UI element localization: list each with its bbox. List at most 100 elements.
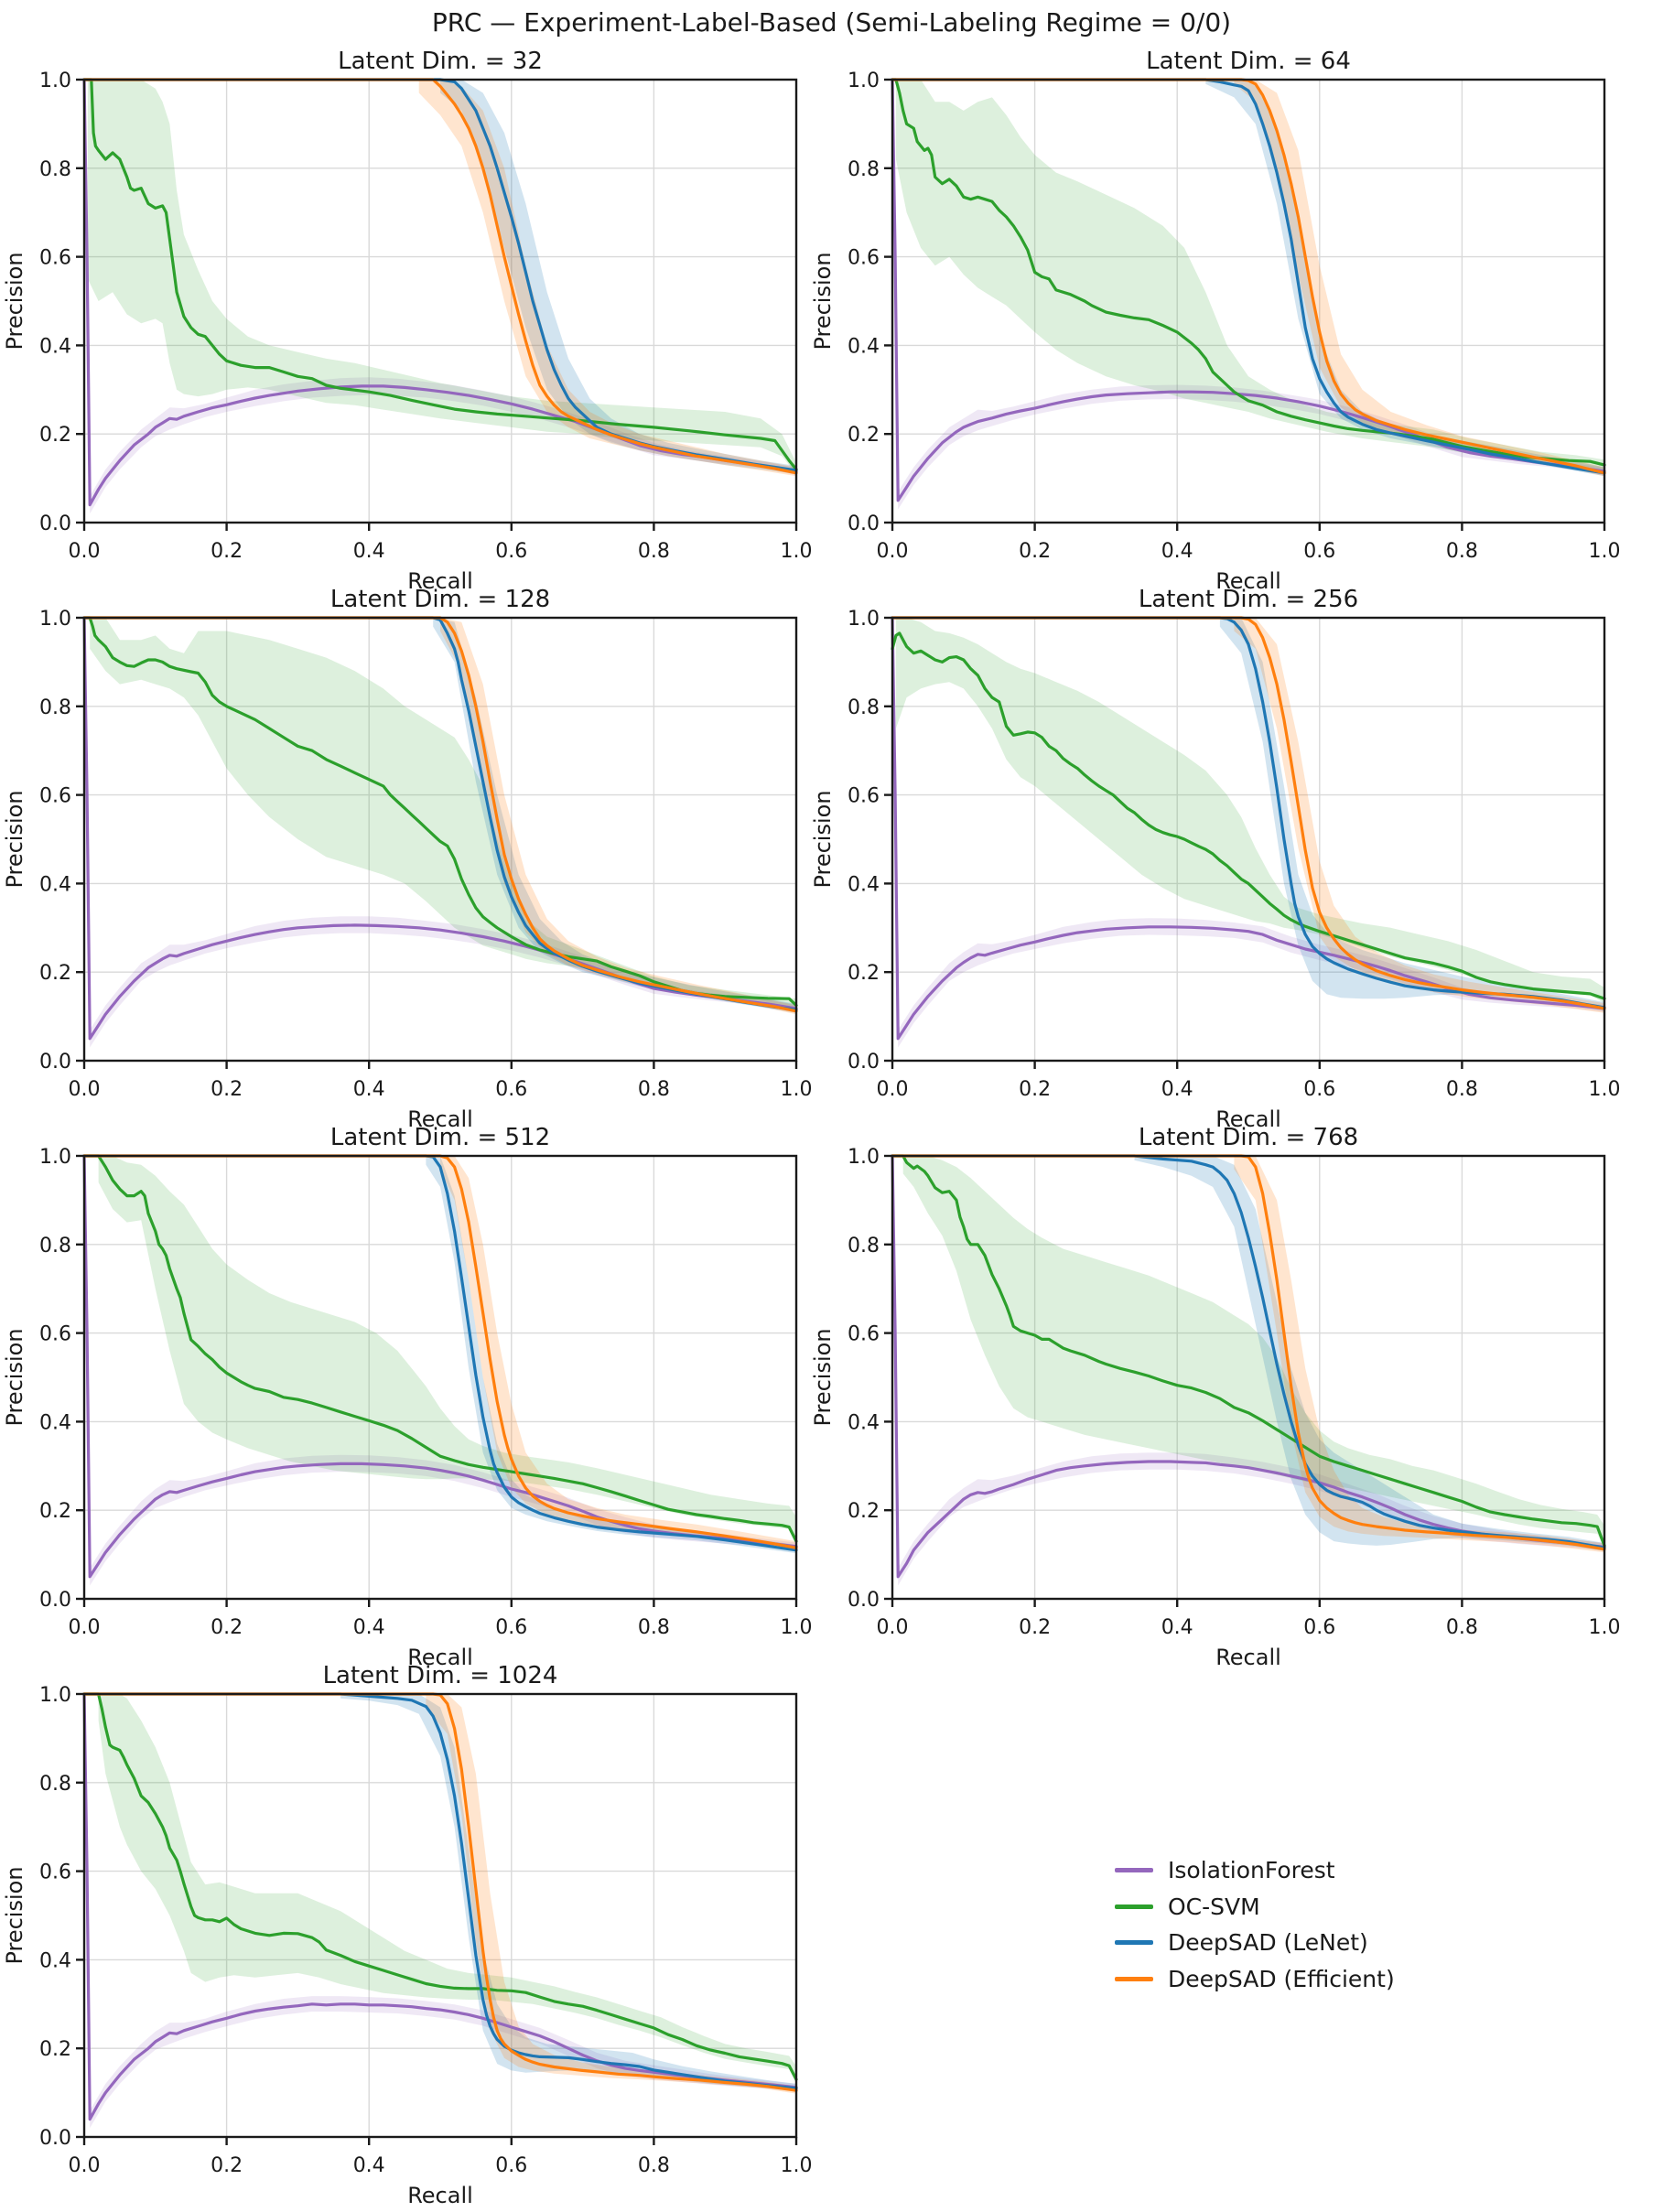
series-line <box>82 1154 798 1543</box>
y-tick-label: 0.8 <box>848 158 880 181</box>
series-line <box>891 616 1606 1041</box>
figure-title: PRC — Experiment-Label-Based (Semi-Label… <box>431 7 1232 38</box>
confidence-band <box>98 1694 797 2084</box>
x-tick-label: 0.4 <box>1161 1616 1193 1639</box>
x-tick-label: 1.0 <box>1589 540 1621 563</box>
x-tick-label: 0.8 <box>638 540 670 563</box>
y-axis-label: Precision <box>810 790 836 888</box>
legend-item: IsolationForest <box>1115 1858 1395 1883</box>
x-tick-label: 1.0 <box>1589 1078 1621 1101</box>
y-tick-label: 0.8 <box>39 1235 71 1257</box>
series-line <box>891 78 1606 475</box>
series-line <box>82 616 798 1008</box>
series-line <box>891 1154 1606 1579</box>
subplot-title: Latent Dim. = 768 <box>1139 1124 1358 1151</box>
y-tick-label: 0.6 <box>848 785 880 808</box>
confidence-band <box>440 80 796 474</box>
series-line <box>891 631 1606 1000</box>
series-line <box>82 1154 798 1549</box>
y-tick-label: 0.2 <box>39 2038 71 2061</box>
series-line <box>891 78 1606 502</box>
y-tick-label: 0.0 <box>848 1051 880 1074</box>
subplot-title: Latent Dim. = 32 <box>338 48 543 75</box>
series-line <box>82 1692 798 2121</box>
subplot-title: Latent Dim. = 1024 <box>323 1662 558 1689</box>
y-tick-label: 0.0 <box>848 1589 880 1612</box>
confidence-band <box>1234 1156 1604 1553</box>
legend-swatch-line <box>1115 1940 1153 1946</box>
series-line <box>82 1154 798 1579</box>
legend: IsolationForest OC-SVM DeepSAD (LeNet) Deep… <box>1115 1858 1395 1991</box>
y-tick-label: 0.4 <box>39 335 71 358</box>
legend-item: DeepSAD (Efficient) <box>1115 1966 1395 1992</box>
subplot-latent-dim-256: Latent Dim. = 256 0.0 0.0 0.2 0.2 0.4 0.4 0.6 0.… <box>810 586 1621 1128</box>
subplot-latent-dim-64: Latent Dim. = 64 0.0 0.0 0.2 0.2 0.4 0.4 0.6 0.6… <box>810 48 1621 590</box>
x-tick-label: 0.6 <box>1303 540 1335 563</box>
subplot-title: Latent Dim. = 512 <box>330 1124 550 1151</box>
axes-spines <box>891 1154 1606 1601</box>
x-tick-label: 0.2 <box>211 1616 243 1639</box>
axes-spines <box>82 1692 798 2139</box>
confidence-band <box>87 80 796 474</box>
series-line <box>82 616 798 1013</box>
series-line <box>891 616 1606 1010</box>
confidence-band <box>426 1694 796 2094</box>
confidence-band <box>90 1996 796 2129</box>
x-tick-label: 0.2 <box>211 1078 243 1101</box>
y-tick-label: 0.0 <box>39 2127 71 2150</box>
series-line <box>82 1154 798 1552</box>
y-tick-label: 0.2 <box>39 1500 71 1523</box>
x-tick-label: 0.4 <box>353 2154 385 2177</box>
y-tick-label: 0.0 <box>39 1051 71 1074</box>
series-line <box>82 1692 798 2090</box>
x-tick-label: 0.6 <box>495 1078 527 1101</box>
x-tick-label: 1.0 <box>781 1078 813 1101</box>
confidence-band <box>1234 80 1604 477</box>
legend-swatch-line <box>1115 1904 1153 1909</box>
subplot-latent-dim-32: Latent Dim. = 32 0.0 0.0 0.2 0.2 0.4 0.4 0.6 0.6… <box>2 48 813 590</box>
series-line <box>82 78 798 475</box>
x-axis-label: Recall <box>1215 1106 1281 1128</box>
confidence-band <box>98 1156 797 1544</box>
y-tick-label: 0.6 <box>848 247 880 270</box>
x-tick-label: 0.8 <box>1446 1078 1478 1101</box>
legend-item: OC-SVM <box>1115 1894 1395 1920</box>
legend-swatch-line <box>1115 1976 1153 1981</box>
series-line <box>82 78 798 471</box>
y-tick-label: 0.2 <box>848 424 880 447</box>
x-tick-label: 0.2 <box>1019 1616 1051 1639</box>
series-line <box>891 1154 1606 1548</box>
y-axis-label: Precision <box>2 1328 27 1426</box>
confidence-band <box>418 80 796 477</box>
x-tick-label: 0.0 <box>877 1616 909 1639</box>
confidence-band <box>340 1694 796 2092</box>
x-axis-label: Recall <box>407 568 473 590</box>
x-tick-label: 1.0 <box>781 2154 813 2177</box>
axes-spines <box>82 78 798 524</box>
x-tick-label: 0.8 <box>1446 540 1478 563</box>
confidence-band <box>895 618 1604 1004</box>
y-tick-label: 0.2 <box>848 1500 880 1523</box>
y-tick-label: 0.8 <box>848 1235 880 1257</box>
x-tick-label: 0.2 <box>211 540 243 563</box>
y-tick-label: 1.0 <box>848 70 880 92</box>
subplot-latent-dim-512: Latent Dim. = 512 0.0 0.0 0.2 0.2 0.4 0.4 0.6 0.… <box>2 1124 813 1667</box>
confidence-band <box>90 618 796 1008</box>
x-tick-label: 1.0 <box>1589 1616 1621 1639</box>
x-tick-label: 0.6 <box>495 540 527 563</box>
subplot-latent-dim-1024: Latent Dim. = 1024 0.0 0.0 0.2 0.2 0.4 0.4 0.6 0… <box>2 1662 813 2205</box>
series-line <box>891 78 1606 475</box>
y-tick-label: 0.0 <box>39 1589 71 1612</box>
x-tick-label: 0.2 <box>211 2154 243 2177</box>
y-tick-label: 0.4 <box>39 1949 71 1972</box>
legend-item: DeepSAD (LeNet) <box>1115 1930 1395 1956</box>
x-axis-label: Recall <box>407 2183 473 2205</box>
y-axis-label: Precision <box>2 1866 27 1964</box>
y-axis-label: Precision <box>810 252 836 350</box>
subplot-title: Latent Dim. = 256 <box>1139 586 1358 613</box>
series-line <box>82 1692 798 2092</box>
y-tick-label: 0.4 <box>848 335 880 358</box>
x-tick-label: 0.0 <box>69 2154 101 2177</box>
subplot-title: Latent Dim. = 64 <box>1146 48 1351 75</box>
y-tick-label: 0.6 <box>39 1323 71 1346</box>
